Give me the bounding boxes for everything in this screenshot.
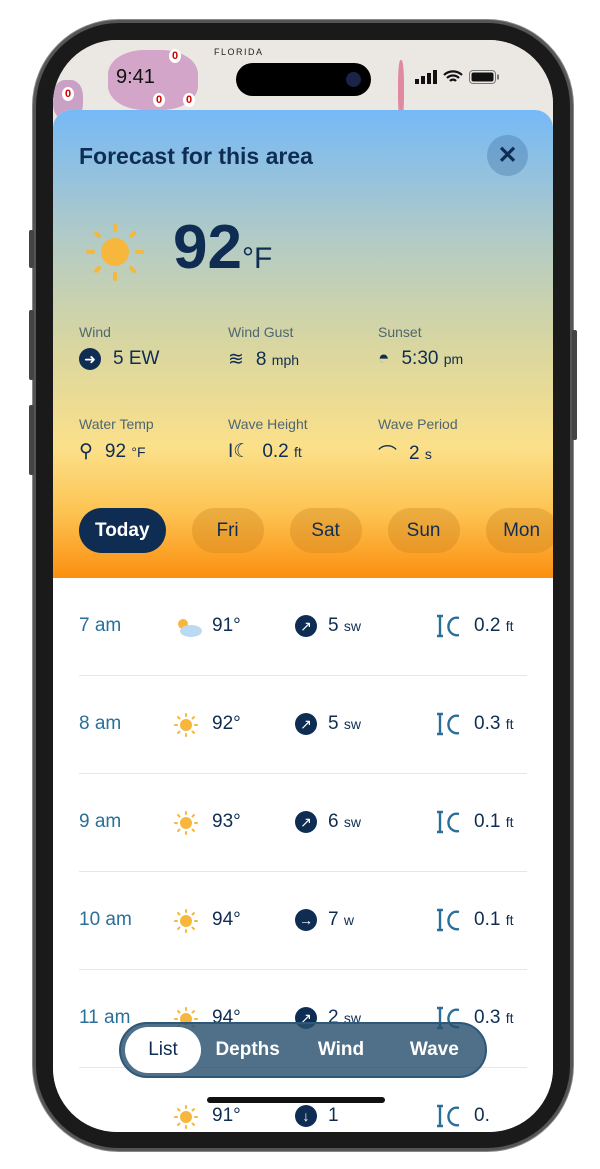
hour-temp: 93° [212,811,241,832]
power-button [572,330,577,440]
sun-icon [173,712,199,744]
hour-label: 8 am [79,713,122,734]
volume-up-button [29,310,34,380]
map-marker[interactable]: 0 [183,93,195,107]
hour-label: 7 am [79,615,122,636]
sun-icon [86,223,144,281]
view-wave-button[interactable]: Wave [409,1039,459,1060]
battery-icon [469,70,499,84]
hour-wave: 0.3 ft [474,1007,514,1028]
hour-wind: 5 sw [328,713,361,734]
wave-height-icon [435,810,463,840]
tab-fri[interactable]: Fri [191,508,264,553]
hour-label: 11 am [79,1007,131,1028]
hourly-row: 10 am 94° → 7 w 0.1 ft [79,872,527,970]
volume-down-button [29,405,34,475]
hourly-row: 91° ↓ 1 0. [79,1068,527,1132]
wind-direction-icon: ↗ [295,811,317,833]
hourly-row: 8 am 92° ↗ 5 sw 0.3 ft [79,676,527,774]
sun-icon [173,908,199,940]
stat-water-temp: Water Temp ⚲ 92 °F [79,416,154,462]
stat-sunset: Sunset ◓ 5:30 pm [378,324,464,369]
map-label: FLORIDA [214,47,264,57]
stat-wind: Wind ➜ 5 EW [79,324,160,370]
hour-wave: 0.1 ft [474,909,514,930]
map-marker[interactable]: 0 [62,87,74,101]
stat-wave-height: Wave Height I☾ 0.2 ft [228,416,308,462]
map-marker[interactable]: 0 [153,93,165,107]
hour-wind: 7 w [328,909,354,930]
hour-wind: 6 sw [328,811,361,832]
hourly-row: 7 am 91° ↗ 5 sw 0.2 ft [79,578,527,676]
forecast-sheet: Forecast for this area ✕ 92°F Wind ➜ 5 EW … [53,110,553,1132]
water-temp-icon: ⚲ [79,441,93,462]
current-temperature: 92°F [173,213,273,282]
map-marker[interactable]: 0 [169,49,181,63]
hour-wave: 0.3 ft [474,713,514,734]
status-icons [415,70,499,84]
view-depths-button[interactable]: Depths [215,1039,280,1060]
signal-icon [415,70,437,84]
view-switcher: List Depths Wind Wave [119,1022,487,1078]
tab-sun[interactable]: Sun [387,508,460,553]
partly-cloudy-icon [173,614,203,646]
view-list-button[interactable]: List [125,1027,201,1073]
hour-temp: 94° [212,909,241,930]
screen: 0 0 0 0 FLORIDA 9:41 Forecast for this a… [53,40,553,1132]
hour-temp: 92° [212,713,241,734]
hourly-row: 9 am 93° ↗ 6 sw 0.1 ft [79,774,527,872]
stat-wind-gust: Wind Gust ≋ 8 mph [228,324,300,370]
dynamic-island [236,63,371,96]
wave-height-icon [435,614,463,644]
close-icon: ✕ [497,142,518,169]
status-time: 9:41 [116,66,155,88]
wave-height-icon [435,712,463,742]
hour-wind: 5 sw [328,615,361,636]
wind-direction-icon: → [295,909,317,931]
stat-wave-period: Wave Period ⌒ 2 s [378,416,458,466]
wind-direction-icon: ↗ [295,713,317,735]
hour-wave: 0.1 ft [474,811,514,832]
wave-height-icon [435,1104,463,1132]
hour-temp: 91° [212,615,241,636]
wind-direction-icon: ➜ [79,348,101,370]
wind-direction-icon: ↗ [295,615,317,637]
home-indicator [207,1097,385,1103]
hour-label: 9 am [79,811,122,832]
wind-direction-icon: ↓ [295,1105,317,1127]
hour-wave: 0.2 ft [474,615,514,636]
hour-wind: 1 [328,1105,339,1126]
sheet-title: Forecast for this area [79,143,313,169]
wave-height-icon [435,908,463,938]
forecast-header: Forecast for this area ✕ 92°F Wind ➜ 5 EW … [53,110,553,578]
close-button[interactable]: ✕ [487,135,528,176]
mute-switch [29,230,34,268]
hour-wave: 0. [474,1105,490,1126]
hour-temp: 91° [212,1105,241,1126]
view-wind-button[interactable]: Wind [317,1039,365,1060]
tab-mon[interactable]: Mon [485,508,553,553]
wifi-icon [443,70,463,82]
wave-height-icon: I☾ [228,441,251,462]
hour-label: 10 am [79,909,132,930]
wave-height-icon [435,1006,463,1036]
sun-icon [173,1104,199,1132]
tab-sat[interactable]: Sat [289,508,362,553]
day-tabs: Today Fri Sat Sun Mon [79,508,553,553]
sunset-icon: ◓ [378,348,390,369]
wind-gust-icon: ≋ [228,349,244,370]
sun-icon [173,810,199,842]
tab-today[interactable]: Today [79,508,166,553]
wave-period-icon: ⌒ [378,445,398,466]
